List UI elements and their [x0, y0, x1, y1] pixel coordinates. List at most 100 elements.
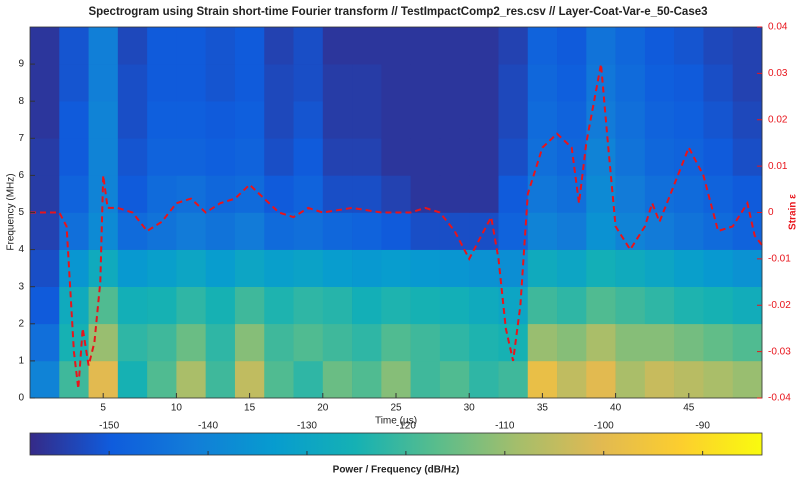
heatmap-cell [234, 249, 265, 287]
heatmap-cell [381, 64, 411, 102]
colorbar-tick-label: -120 [396, 421, 416, 432]
heatmap-cell [410, 323, 441, 362]
heatmap-cell [205, 323, 236, 362]
heatmap-cell [234, 101, 265, 139]
heatmap-cell [117, 138, 148, 176]
heatmap-cell [674, 323, 704, 362]
heatmap-cell [439, 64, 470, 102]
heatmap-cell [527, 286, 558, 325]
heatmap-cell [205, 64, 236, 102]
heatmap-cell [176, 286, 206, 325]
heatmap-cell [615, 101, 646, 139]
heatmap-cell [732, 64, 763, 102]
heatmap-cell [381, 286, 411, 325]
heatmap-cell [439, 138, 470, 176]
y-axis-label: Frequency (MHz) [6, 173, 17, 250]
heatmap-cell [527, 249, 558, 287]
heatmap-cell [293, 212, 324, 250]
heatmap-cell [557, 138, 587, 176]
x-tick-label: 20 [317, 403, 329, 414]
heatmap-cell [176, 175, 206, 213]
x-tick-label: 5 [100, 403, 106, 414]
heatmap-cell [674, 175, 704, 213]
heatmap-cell [322, 64, 353, 102]
x-axis-label: Time (µs) [375, 416, 417, 427]
heatmap-cell [264, 212, 294, 250]
heatmap-cell [586, 360, 616, 399]
heatmap-cell [469, 323, 499, 362]
heatmap-cell [117, 323, 148, 362]
heatmap-cell [352, 175, 382, 213]
y2-tick-label: 0 [768, 207, 774, 218]
y-tick-label: 9 [18, 59, 24, 70]
heatmap-cell [147, 175, 177, 213]
heatmap-cell [59, 212, 89, 250]
heatmap-cell [586, 286, 616, 325]
heatmap-cell [410, 212, 441, 250]
heatmap-cell [439, 286, 470, 325]
heatmap-cell [322, 138, 353, 176]
heatmap-cell [557, 64, 587, 102]
heatmap-cell [498, 64, 529, 102]
heatmap-cell [322, 323, 353, 362]
heatmap-cell [381, 138, 411, 176]
heatmap-cell [498, 175, 529, 213]
heatmap-cell [644, 360, 675, 399]
heatmap-cell [469, 360, 499, 399]
heatmap-cell [176, 212, 206, 250]
heatmap-cell [234, 212, 265, 250]
heatmap-cell [264, 286, 294, 325]
heatmap-cell [117, 360, 148, 399]
heatmap-cell [264, 175, 294, 213]
heatmap-cell [147, 27, 177, 65]
heatmap-cell [293, 27, 324, 65]
heatmap-cell [352, 249, 382, 287]
heatmap-cell [88, 101, 119, 139]
heatmap-cell [205, 212, 236, 250]
heatmap-cell [703, 249, 734, 287]
heatmap-cell [264, 360, 294, 399]
heatmap-cell [352, 286, 382, 325]
y2-tick-label: -0.02 [768, 300, 791, 311]
heatmap-cell [674, 212, 704, 250]
heatmap-cell [264, 101, 294, 139]
heatmap-cell [264, 138, 294, 176]
heatmap-cell [205, 249, 236, 287]
heatmap-cell [352, 212, 382, 250]
x-tick-label: 15 [244, 403, 256, 414]
heatmap-cell [586, 212, 616, 250]
heatmap-cell [30, 27, 60, 65]
y2-tick-label: -0.01 [768, 254, 791, 265]
heatmap-cell [117, 286, 148, 325]
heatmap-cell [527, 64, 558, 102]
y-tick-label: 8 [18, 96, 24, 107]
x-tick-label: 45 [683, 403, 695, 414]
heatmap-cell [176, 360, 206, 399]
heatmap-cell [293, 323, 324, 362]
heatmap-cell [527, 360, 558, 399]
heatmap-cell [205, 138, 236, 176]
heatmap-cell [732, 249, 763, 287]
y2-axis-label: Strain ε [788, 194, 799, 230]
heatmap-cell [410, 286, 441, 325]
y-tick-label: 3 [18, 281, 24, 292]
heatmap-cell [703, 323, 734, 362]
heatmap-cell [732, 323, 763, 362]
heatmap-cell [557, 101, 587, 139]
y-tick-label: 4 [18, 244, 24, 255]
y-tick-label: 2 [18, 318, 24, 329]
colorbar-tick-label: -150 [99, 421, 119, 432]
heatmap-cell [703, 138, 734, 176]
heatmap-cell [117, 64, 148, 102]
heatmap-cell [527, 323, 558, 362]
colorbar-tick-label: -130 [297, 421, 317, 432]
heatmap-cell [88, 286, 119, 325]
heatmap-cell [234, 360, 265, 399]
heatmap-cell [557, 249, 587, 287]
heatmap-cell [644, 212, 675, 250]
heatmap-cell [498, 323, 529, 362]
heatmap-cell [147, 64, 177, 102]
heatmap-cell [527, 27, 558, 65]
heatmap-cell [498, 249, 529, 287]
